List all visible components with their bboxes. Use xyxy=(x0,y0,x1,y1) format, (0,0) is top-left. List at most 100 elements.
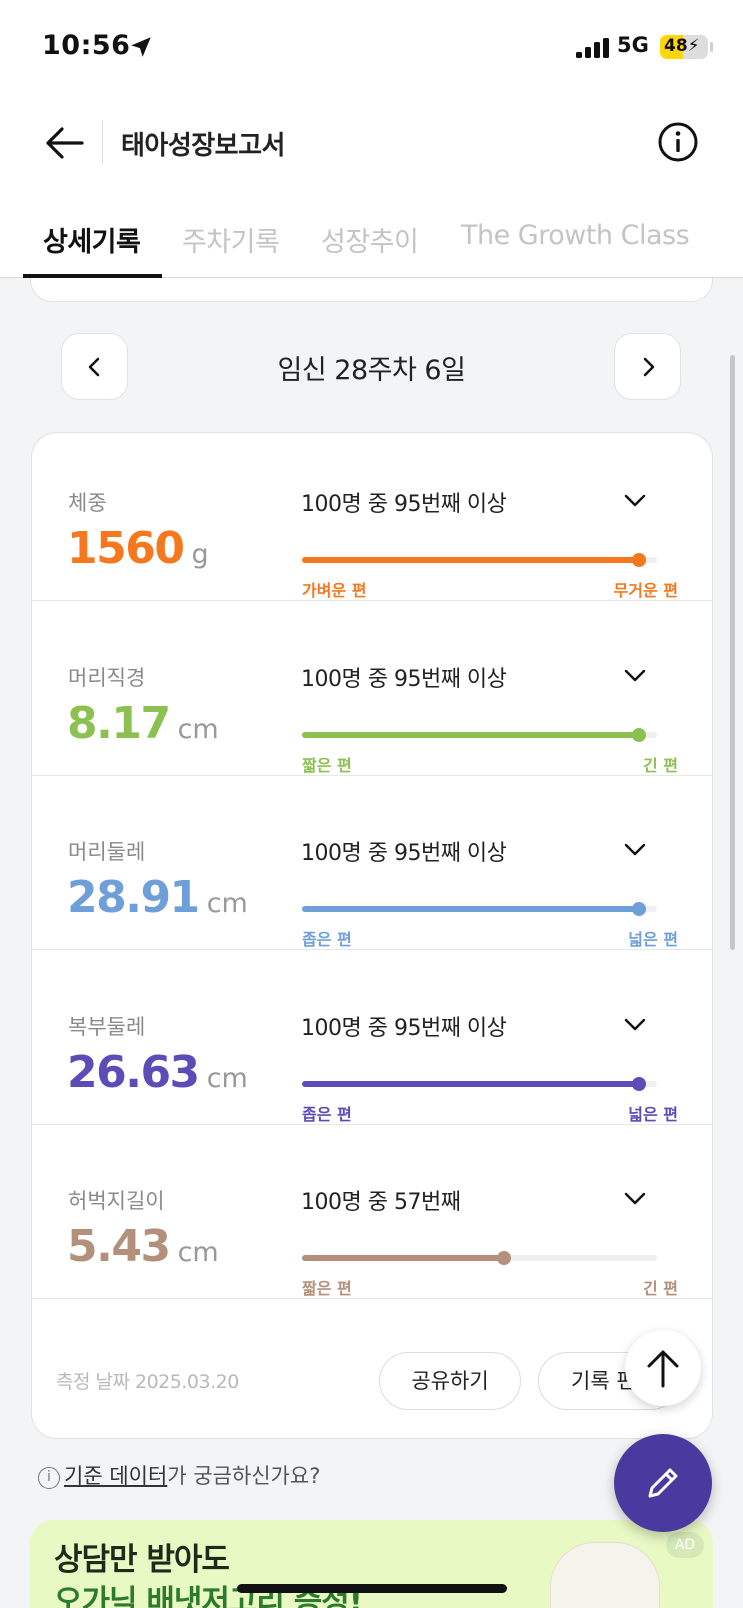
percentile-marker xyxy=(632,1076,647,1091)
app-header: 태아성장보고서 xyxy=(0,95,743,190)
location-arrow-icon xyxy=(131,37,151,57)
record-label: 복부둘레 xyxy=(68,1014,146,1039)
record-label: 허벅지길이 xyxy=(68,1189,165,1213)
ad-badge: AD xyxy=(666,1532,704,1558)
scrollbar[interactable] xyxy=(730,355,735,950)
record-number: 26.63 xyxy=(67,1046,200,1098)
record-value: 5.43 cm xyxy=(67,1221,219,1272)
percentile-bar-fill xyxy=(302,1255,505,1261)
status-time: 10:56 xyxy=(42,30,131,61)
active-tab-indicator xyxy=(23,274,162,278)
battery-nub xyxy=(710,42,713,52)
ad-banner[interactable]: 상담만 받아도 오가닉 배냇저고리 증정! AD xyxy=(30,1520,713,1608)
bar-min-label: 짧은 편 xyxy=(302,1279,352,1298)
chevron-left-icon xyxy=(88,357,100,377)
record-rank: 100명 중 95번째 이상 xyxy=(301,841,507,866)
record-value: 28.91 cm xyxy=(67,872,248,923)
info-small-icon: i xyxy=(38,1467,60,1489)
reference-data-link[interactable]: 기준 데이터 xyxy=(64,1464,168,1488)
ad-product-image xyxy=(550,1542,660,1608)
percentile-marker xyxy=(632,902,647,916)
bar-max-label: 긴 편 xyxy=(642,755,678,775)
chevron-down-icon[interactable] xyxy=(622,662,648,688)
record-rank: 100명 중 57번째 xyxy=(301,1190,461,1215)
pencil-icon xyxy=(648,1468,678,1498)
page-title: 태아성장보고서 xyxy=(121,131,285,161)
battery-percent: 48⚡ xyxy=(664,36,700,56)
record-unit: cm xyxy=(206,1062,248,1094)
chevron-down-icon[interactable] xyxy=(622,1185,648,1211)
percentile-bar xyxy=(302,902,657,916)
growth-record-row: 체중 1560 g 100명 중 95번째 이상 가벼운 편 무거운 편 xyxy=(32,433,712,601)
percentile-bar-fill xyxy=(302,906,640,912)
info-icon[interactable] xyxy=(656,120,700,164)
record-value: 8.17 cm xyxy=(67,698,219,749)
percentile-marker xyxy=(497,1251,512,1265)
growth-record-row: 머리직경 8.17 cm 100명 중 95번째 이상 짧은 편 긴 편 xyxy=(32,602,712,776)
share-button[interactable]: 공유하기 xyxy=(379,1352,521,1410)
card-footer: 측정 날짜 2025.03.20 공유하기 기록 편 xyxy=(32,1323,712,1438)
bar-min-label: 좁은 편 xyxy=(302,1104,352,1124)
tab-bar: 상세기록 주차기록 성장추이 The Growth Class xyxy=(0,190,743,278)
record-number: 28.91 xyxy=(67,872,200,923)
back-arrow-icon[interactable] xyxy=(42,121,86,165)
bar-min-label: 좁은 편 xyxy=(302,930,352,949)
prev-week-button[interactable] xyxy=(61,333,128,400)
arrow-up-icon xyxy=(647,1350,679,1388)
reference-data-text: 가 궁금하신가요? xyxy=(167,1464,321,1488)
chevron-down-icon[interactable] xyxy=(622,487,648,513)
reference-data-hint: i 기준 데이터가 궁금하신가요? xyxy=(38,1460,320,1490)
record-label: 머리둘레 xyxy=(68,840,146,864)
percentile-bar xyxy=(302,1076,657,1091)
week-navigation: 임신 28주차 6일 xyxy=(0,330,743,400)
growth-record-row: 머리둘레 28.91 cm 100명 중 95번째 이상 좁은 편 넓은 편 xyxy=(32,776,712,950)
record-rank: 100명 중 95번째 이상 xyxy=(301,492,507,517)
percentile-bar xyxy=(302,1251,657,1265)
tab-growth-trend[interactable]: 성장추이 xyxy=(321,227,419,258)
record-rank: 100명 중 95번째 이상 xyxy=(301,1015,507,1041)
percentile-bar-fill xyxy=(302,557,640,563)
header-divider xyxy=(102,120,103,164)
battery-level xyxy=(660,35,684,59)
record-number: 8.17 xyxy=(67,697,171,749)
record-number: 5.43 xyxy=(67,1221,171,1272)
status-bar: 10:56 5G 48⚡ xyxy=(0,0,743,95)
measurement-date: 측정 날짜 2025.03.20 xyxy=(56,1371,239,1393)
bar-min-label: 가벼운 편 xyxy=(302,581,367,600)
record-unit: cm xyxy=(206,888,248,919)
cellular-signal-icon xyxy=(576,38,609,58)
percentile-bar-fill xyxy=(302,1080,640,1087)
record-value: 1560 g xyxy=(67,523,209,574)
growth-record-row: 허벅지길이 5.43 cm 100명 중 57번째 짧은 편 긴 편 xyxy=(32,1125,712,1299)
record-unit: cm xyxy=(177,1237,219,1268)
percentile-bar xyxy=(302,553,657,567)
bar-max-label: 넓은 편 xyxy=(628,930,678,949)
week-label: 임신 28주차 6일 xyxy=(277,355,466,386)
tab-weekly-records[interactable]: 주차기록 xyxy=(182,227,280,258)
chevron-down-icon[interactable] xyxy=(622,1011,648,1037)
tab-growth-class[interactable]: The Growth Class xyxy=(461,220,690,251)
bar-max-label: 무거운 편 xyxy=(613,581,678,600)
record-rank: 100명 중 95번째 이상 xyxy=(301,666,507,692)
chevron-down-icon[interactable] xyxy=(622,836,648,862)
next-week-button[interactable] xyxy=(614,333,681,400)
percentile-marker xyxy=(632,727,647,742)
percentile-marker xyxy=(632,553,647,567)
percentile-bar xyxy=(302,727,657,742)
scroll-to-top-button[interactable] xyxy=(625,1330,701,1406)
battery-icon: 48⚡ xyxy=(660,35,708,59)
network-type: 5G xyxy=(617,33,649,57)
record-value: 26.63 cm xyxy=(67,1047,248,1098)
bar-max-label: 넓은 편 xyxy=(628,1104,678,1124)
home-indicator xyxy=(237,1584,507,1593)
chevron-right-icon xyxy=(643,357,655,377)
tab-detail-records[interactable]: 상세기록 xyxy=(43,227,141,258)
bar-min-label: 짧은 편 xyxy=(302,755,352,775)
growth-records-card: 체중 1560 g 100명 중 95번째 이상 가벼운 편 무거운 편 머리직경… xyxy=(31,432,713,1439)
record-number: 1560 xyxy=(67,523,185,574)
record-label: 체중 xyxy=(68,491,107,515)
edit-record-fab[interactable] xyxy=(614,1434,712,1532)
record-unit: cm xyxy=(177,713,219,745)
bar-max-label: 긴 편 xyxy=(642,1279,678,1298)
ad-headline: 상담만 받아도 xyxy=(54,1542,230,1578)
